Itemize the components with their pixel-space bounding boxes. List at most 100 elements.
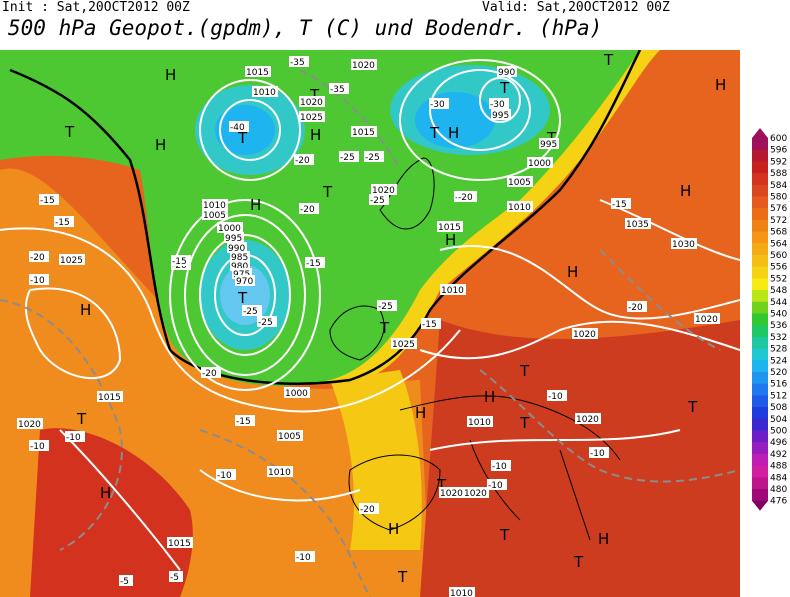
high-symbol: H [445, 231, 456, 249]
pressure-label: 995 [492, 111, 509, 121]
legend-value: 496 [770, 438, 787, 448]
pressure-label: 1020 [576, 415, 599, 425]
temperature-label-bg [119, 575, 133, 586]
pressure-label: 1010 [253, 88, 276, 98]
temperature-label-bg [369, 194, 389, 205]
legend-value: 492 [770, 450, 787, 460]
temperature-label-bg [65, 431, 85, 442]
pressure-label: 1020 [352, 61, 375, 71]
isobars [0, 59, 740, 571]
legend-swatch [752, 430, 768, 443]
temperature-label-bg [257, 316, 277, 327]
legend-swatch [752, 372, 768, 385]
pressure-label-bg [232, 268, 252, 279]
low-symbol: T [603, 51, 614, 69]
pressure-label-bg [527, 157, 553, 168]
temperature-label-bg [305, 257, 325, 268]
temperature-label-bg [39, 194, 59, 205]
legend-value: 584 [770, 181, 787, 191]
temperature-label: -10 [66, 433, 81, 443]
legend-swatch [752, 465, 768, 478]
legend-swatch [752, 184, 768, 197]
legend-swatch [752, 149, 768, 162]
temperature-label-bg [339, 151, 359, 162]
pressure-label: 1005 [508, 178, 531, 188]
legend-swatch [752, 313, 768, 326]
high-symbol: H [598, 530, 609, 548]
pressure-label: 1010 [441, 286, 464, 296]
pressure-label: 1015 [438, 223, 461, 233]
legend-swatch [752, 477, 768, 490]
color-legend: 6005965925885845805765725685645605565525… [752, 128, 787, 511]
pressure-label-bg [284, 387, 310, 398]
pressure-label: 990 [228, 244, 245, 254]
southwest-red-field [30, 428, 193, 597]
low-symbol: T [499, 526, 510, 544]
low-symbol: T [322, 183, 333, 201]
pressure-label-bg [351, 59, 377, 70]
high-symbol: H [100, 484, 111, 502]
temperature-label-bg [29, 274, 49, 285]
temperature-label: -15 [40, 196, 55, 206]
isohypse-552 [9, 50, 642, 385]
pressure-centres: H H H H H H H H H H H H H H H T T T T T … [64, 51, 726, 586]
pressure-label-bg [351, 126, 377, 137]
pressure-label-bg [625, 218, 651, 229]
temperature-label-bg [29, 251, 49, 262]
pressure-label: 1025 [300, 113, 323, 123]
temperature-label-bg [421, 318, 441, 329]
legend-value: 484 [770, 473, 787, 483]
legend-value: 540 [770, 310, 787, 320]
legend-value: 524 [770, 356, 787, 366]
temperature-label: -15 [55, 218, 70, 228]
pressure-label: 1000 [528, 159, 551, 169]
temperature-label: -25 [340, 153, 355, 163]
legend-bottom-arrow [752, 500, 768, 511]
temperature-label-bg [547, 390, 567, 401]
pressure-label-bg [267, 466, 293, 477]
temperature-label: -25 [258, 318, 273, 328]
legend-swatch [752, 290, 768, 303]
legend-value: 600 [770, 134, 787, 144]
init-time: Init : Sat,20OCT2012 00Z [2, 0, 190, 15]
temperature-label-bg [235, 415, 255, 426]
legend-swatch [752, 173, 768, 186]
temperature-label-bg [329, 83, 349, 94]
legend-value: 592 [770, 157, 787, 167]
temperature-label: -10 [590, 449, 605, 459]
temperature-label-bg [377, 300, 397, 311]
temperature-label-bg [491, 460, 511, 471]
legend-value: 488 [770, 462, 787, 472]
pressure-label: 990 [498, 68, 515, 78]
temperature-label: -25 [365, 153, 380, 163]
pressure-label: 1010 [268, 468, 291, 478]
high-symbol: H [388, 520, 399, 538]
legend-value: 580 [770, 193, 787, 203]
temperature-label-bg [289, 56, 309, 67]
legend-swatch [752, 138, 768, 151]
temperature-label-bg [242, 305, 262, 316]
temperature-label-bg [429, 98, 449, 109]
temperature-label-bg [611, 198, 631, 209]
legend-swatch [752, 161, 768, 174]
temperature-label: -30 [430, 100, 445, 110]
temperature-label: -25 [243, 307, 258, 317]
legend-swatch [752, 266, 768, 279]
pressure-label-bg [694, 313, 720, 324]
temperature-label: -20 [628, 303, 643, 313]
legend-swatch [752, 196, 768, 209]
pressure-label: 1005 [203, 211, 226, 221]
temperature-label: -20 [202, 369, 217, 379]
pressure-label-bg [671, 238, 697, 249]
low-symbol: T [436, 476, 447, 494]
temperature-label: -20 [360, 505, 375, 515]
map-title: 500 hPa Geopot.(gpdm), T (C) und Bodendr… [8, 16, 603, 40]
pressure-label: 1015 [352, 128, 375, 138]
pressure-label-bg [245, 66, 271, 77]
legend-value: 560 [770, 251, 787, 261]
temperature-label: -10 [492, 462, 507, 472]
pressure-label: 1020 [464, 489, 487, 499]
temperature-label: -10 [217, 471, 232, 481]
low-symbol: T [429, 124, 440, 142]
legend-swatch [752, 243, 768, 256]
